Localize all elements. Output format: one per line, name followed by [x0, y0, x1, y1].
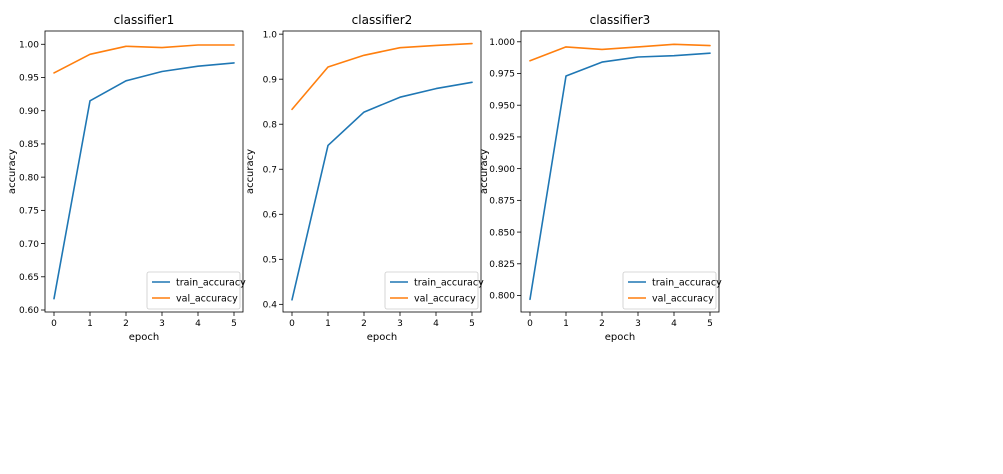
- chart-title: classifier3: [590, 13, 651, 27]
- legend-box: [146, 271, 241, 310]
- y-axis-label: accuracy: [245, 149, 256, 194]
- legend-label: val_accuracy: [176, 294, 238, 305]
- y-tick-label: 0.75: [19, 207, 39, 217]
- y-axis-label: accuracy: [479, 149, 490, 194]
- legend: train_accuracy val_accuracy: [146, 271, 246, 310]
- y-tick-label: 0.825: [489, 260, 515, 270]
- x-tick-label: 0: [289, 319, 295, 329]
- legend-label: train_accuracy: [176, 278, 246, 289]
- x-tick-label: 4: [433, 319, 439, 329]
- x-axis-label: epoch: [129, 332, 159, 343]
- legend-label: val_accuracy: [652, 294, 714, 305]
- x-tick-label: 2: [123, 319, 129, 329]
- x-tick-label: 1: [325, 319, 331, 329]
- x-tick-label: 5: [469, 319, 475, 329]
- y-tick-label: 0.60: [19, 306, 39, 316]
- y-tick-label: 0.800: [489, 292, 515, 302]
- x-tick-label: 4: [671, 319, 677, 329]
- x-tick-label: 2: [361, 319, 367, 329]
- y-tick-label: 0.95: [19, 74, 39, 84]
- axes-frame: [520, 30, 720, 313]
- y-tick-label: 0.8: [263, 120, 278, 130]
- subplot-2: classifier2 0 1 2 3 4 5 0.4 0.5 0.6 0.7 0.8 0.9 1.0 ep…: [245, 13, 484, 343]
- x-tick-label: 4: [195, 319, 201, 329]
- y-tick-label: 0.5: [263, 256, 277, 266]
- y-tick-label: 1.0: [263, 30, 278, 40]
- y-tick-label: 0.950: [489, 101, 515, 111]
- series-line-val_accuracy: [53, 44, 235, 74]
- series-line-val_accuracy: [291, 42, 473, 111]
- axes-frame: [44, 30, 244, 313]
- x-tick-label: 0: [527, 319, 533, 329]
- series-line-train_accuracy: [291, 81, 473, 301]
- chart-title: classifier1: [114, 13, 175, 27]
- x-tick-label: 5: [707, 319, 713, 329]
- y-tick-label: 0.90: [19, 107, 39, 117]
- y-tick-label: 0.7: [263, 165, 277, 175]
- legend-box: [622, 271, 717, 310]
- y-tick-label: 1.000: [489, 38, 515, 48]
- x-tick-label: 3: [159, 319, 165, 329]
- y-tick-label: 0.85: [19, 140, 39, 150]
- y-axis-label: accuracy: [7, 149, 18, 194]
- y-tick-label: 0.925: [489, 133, 515, 143]
- y-tick-label: 0.9: [263, 75, 278, 85]
- y-tick-label: 0.4: [263, 301, 278, 311]
- legend-label: train_accuracy: [414, 278, 484, 289]
- series-line-val_accuracy: [529, 43, 711, 62]
- legend: train_accuracy val_accuracy: [622, 271, 722, 310]
- x-tick-label: 2: [599, 319, 605, 329]
- legend-label: train_accuracy: [652, 278, 722, 289]
- legend-label: val_accuracy: [414, 294, 476, 305]
- y-tick-label: 1.00: [19, 40, 39, 50]
- x-tick-label: 0: [51, 319, 57, 329]
- chart-title: classifier2: [352, 13, 413, 27]
- series-line-train_accuracy: [529, 52, 711, 301]
- y-tick-label: 0.80: [19, 173, 39, 183]
- y-tick-label: 0.70: [19, 240, 39, 250]
- x-tick-label: 3: [635, 319, 641, 329]
- x-tick-label: 5: [231, 319, 237, 329]
- x-tick-label: 1: [87, 319, 93, 329]
- y-tick-label: 0.975: [489, 70, 515, 80]
- x-tick-label: 1: [563, 319, 569, 329]
- series-line-train_accuracy: [53, 62, 235, 300]
- subplot-3: classifier3 0 1 2 3 4 5 0.800 0.825 0.850 0.875 0.9…: [479, 13, 722, 343]
- x-axis-label: epoch: [367, 332, 397, 343]
- x-tick-label: 3: [397, 319, 403, 329]
- subplot-1: classifier1 0 1 2 3 4 5 0.60 0.65 0.70 0.75 0.80 0.8…: [7, 13, 246, 343]
- y-tick-label: 0.65: [19, 273, 39, 283]
- y-tick-label: 0.850: [489, 228, 515, 238]
- legend-box: [384, 271, 479, 310]
- axes-frame: [282, 30, 482, 313]
- y-tick-label: 0.6: [263, 210, 278, 220]
- legend: train_accuracy val_accuracy: [384, 271, 484, 310]
- x-axis-label: epoch: [605, 332, 635, 343]
- y-tick-label: 0.900: [489, 165, 515, 175]
- y-tick-label: 0.875: [489, 197, 515, 207]
